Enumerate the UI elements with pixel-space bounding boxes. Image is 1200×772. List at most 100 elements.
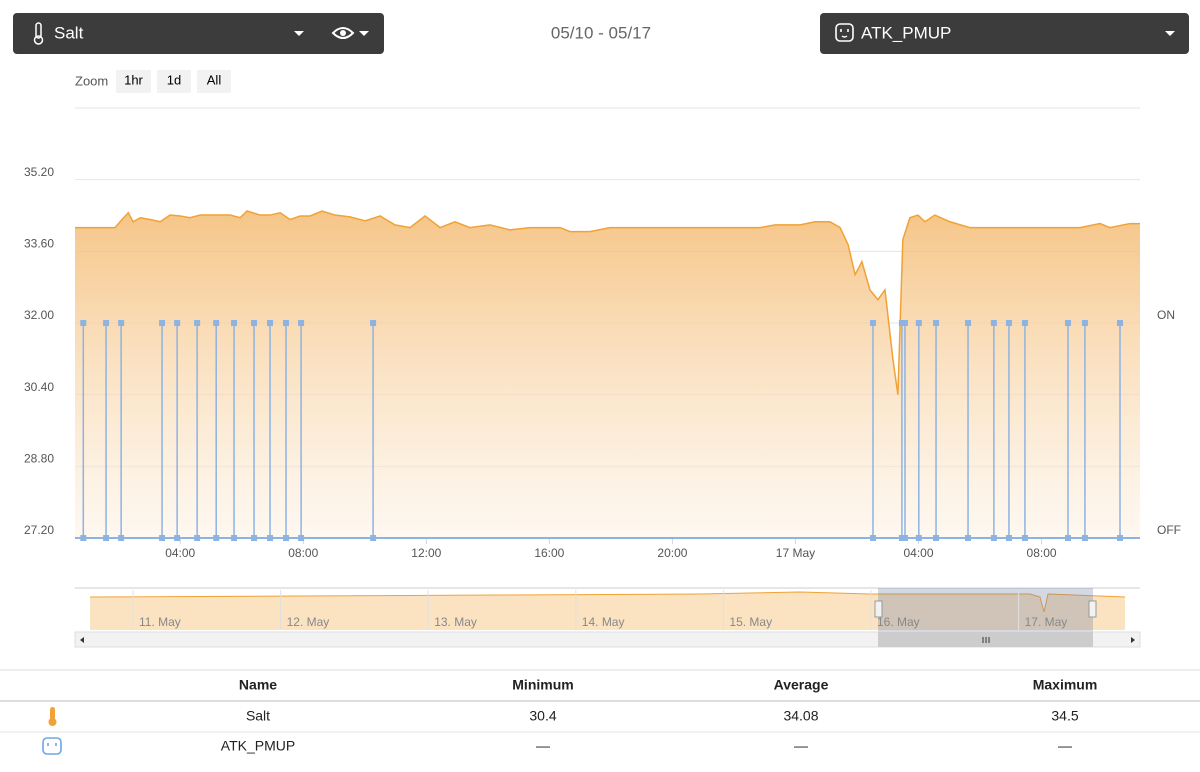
pump-marker — [231, 535, 238, 541]
y-tick-label: 30.40 — [24, 380, 54, 394]
navigator-label: 16. May — [877, 615, 920, 629]
zoom-1hr[interactable]: 1hr — [116, 70, 151, 93]
pump-marker — [1065, 535, 1072, 541]
pump-marker — [915, 320, 922, 326]
pump-marker — [159, 320, 166, 326]
y2-tick-label: ON — [1157, 308, 1175, 322]
navigator-label: 15. May — [729, 615, 772, 629]
pump-marker — [251, 535, 258, 541]
pump-marker — [898, 535, 905, 541]
pump-marker — [869, 320, 876, 326]
navigator-label: 17. May — [1025, 615, 1068, 629]
date-range: 05/10 - 05/17 — [551, 23, 651, 42]
salt-line — [75, 210, 1140, 395]
table-cell: — — [1058, 738, 1072, 754]
x-tick-label: 08:00 — [1027, 546, 1057, 560]
pump-marker — [298, 535, 305, 541]
navigator-label: 12. May — [287, 615, 330, 629]
pump-marker — [1081, 535, 1088, 541]
pump-marker — [194, 535, 201, 541]
pump-marker — [901, 535, 908, 541]
pump-marker — [103, 320, 110, 326]
zoom-1d[interactable]: 1d — [157, 70, 191, 93]
zoom-all[interactable]: All — [197, 70, 231, 93]
pump-marker — [915, 535, 922, 541]
zoom-button: All — [207, 72, 222, 87]
pump-marker — [898, 320, 905, 326]
pump-marker — [869, 535, 876, 541]
pump-marker — [194, 320, 201, 326]
table-cell: — — [536, 738, 550, 754]
sensor-name: Salt — [54, 23, 84, 42]
navigator-label: 11. May — [139, 615, 181, 629]
table-cell: 30.4 — [529, 708, 556, 724]
zoom-button: 1hr — [124, 72, 143, 87]
x-tick-label: 20:00 — [657, 546, 687, 560]
pump-marker — [1081, 320, 1088, 326]
pump-marker — [1021, 535, 1028, 541]
column-header: Average — [774, 677, 829, 693]
table-cell: ATK_PMUP — [221, 738, 295, 754]
x-tick-label: 04:00 — [165, 546, 195, 560]
pump-marker — [298, 320, 305, 326]
y-tick-label: 35.20 — [24, 165, 54, 179]
y-tick-label: 33.60 — [24, 237, 54, 251]
y-tick-label: 32.00 — [24, 308, 54, 322]
pump-marker — [251, 320, 258, 326]
pump-marker — [1021, 320, 1028, 326]
y-tick-label: 27.20 — [24, 523, 54, 537]
table-cell: 34.08 — [783, 708, 818, 724]
pump-marker — [118, 320, 125, 326]
salt-icon — [48, 707, 57, 726]
column-header: Maximum — [1033, 677, 1098, 693]
x-tick-label: 17 May — [776, 546, 815, 560]
pump-marker — [1117, 535, 1124, 541]
column-header: Minimum — [512, 677, 573, 693]
pump-marker — [990, 535, 997, 541]
y2-tick-label: OFF — [1157, 523, 1181, 537]
device-dropdown[interactable]: ATK_PMUP — [820, 13, 1189, 54]
pump-marker — [1065, 320, 1072, 326]
pump-marker — [174, 535, 181, 541]
navigator — [74, 587, 1141, 648]
device-name: ATK_PMUP — [861, 23, 951, 42]
table-cell: — — [794, 738, 808, 754]
navigator-label: 13. May — [434, 615, 477, 629]
pump-marker — [965, 320, 972, 326]
pump-marker — [174, 320, 181, 326]
pump-marker — [283, 320, 290, 326]
plot: 27.20 28.80 30.40 32.00 33.60 35.20 OFF ON 04:00… — [24, 165, 1181, 560]
x-tick-label: 12:00 — [411, 546, 441, 560]
pump-marker — [267, 535, 274, 541]
pump-marker — [103, 535, 110, 541]
salt-area — [75, 211, 1140, 539]
pump-marker — [80, 320, 87, 326]
stats-table: Name Minimum Average Maximum Salt 30.4 34.08 34… — [221, 677, 1098, 754]
pump-marker — [370, 535, 377, 541]
pump-marker — [231, 320, 238, 326]
pump-marker — [965, 535, 972, 541]
zoom-label: Zoom — [75, 73, 108, 88]
pump-marker — [933, 320, 940, 326]
zoom-button: 1d — [167, 72, 181, 87]
pump-marker — [933, 535, 940, 541]
navigator-labels: 11. May 12. May 13. May 14. May 15. May 16. M… — [132, 590, 1068, 630]
x-tick-label: 16:00 — [534, 546, 564, 560]
sensor-dropdown[interactable]: Salt — [13, 13, 384, 54]
navigator-label: 14. May — [582, 615, 625, 629]
table-cell: 34.5 — [1051, 708, 1078, 724]
pump-marker — [213, 535, 220, 541]
pump-marker — [370, 320, 377, 326]
outlet-icon — [42, 737, 62, 755]
pump-marker — [1005, 535, 1012, 541]
pump-marker — [990, 320, 997, 326]
x-tick-label: 04:00 — [903, 546, 933, 560]
pump-marker — [283, 535, 290, 541]
table-cell: Salt — [246, 708, 270, 724]
pump-marker — [267, 320, 274, 326]
y-tick-label: 28.80 — [24, 452, 54, 466]
x-tick-label: 08:00 — [288, 546, 318, 560]
pump-marker — [1005, 320, 1012, 326]
